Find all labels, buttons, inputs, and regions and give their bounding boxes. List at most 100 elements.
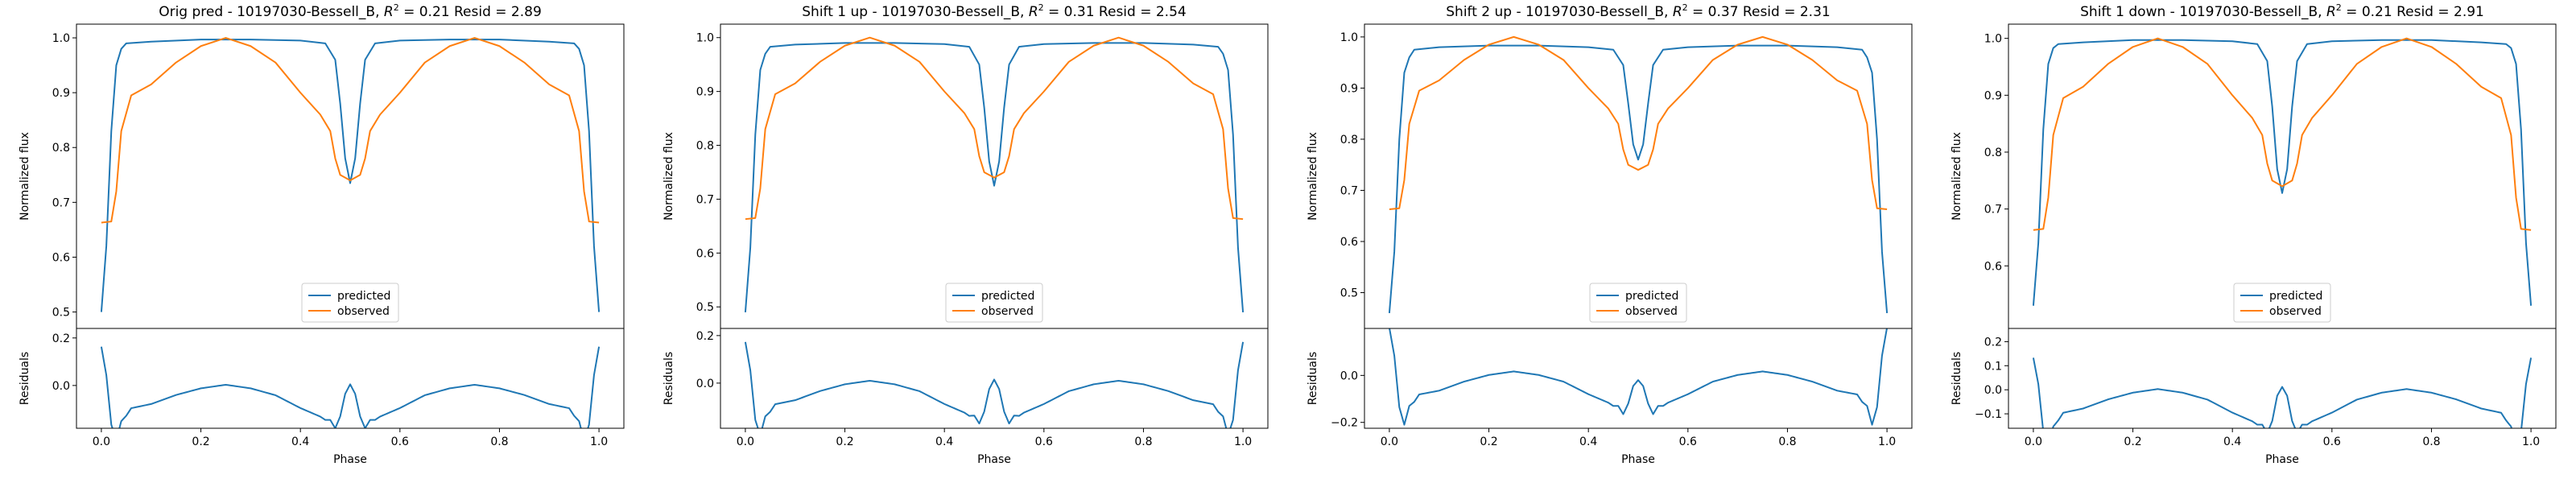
y-axis-label-bottom: Residuals bbox=[19, 352, 31, 405]
y-axis-label-top: Normalized flux bbox=[663, 132, 675, 221]
legend: predicted observed bbox=[945, 283, 1043, 323]
xtick-label: 0.2 bbox=[1480, 436, 1497, 448]
ytick-label-bottom: −0.1 bbox=[1975, 408, 2002, 421]
title-r-symbol: R bbox=[1673, 4, 1682, 20]
title-suffix: = 0.21 Resid = 2.91 bbox=[2342, 4, 2484, 20]
residuals-line bbox=[100, 346, 601, 428]
ytick-label-top: 1.0 bbox=[696, 32, 714, 45]
ytick-label-top: 0.7 bbox=[1984, 204, 2002, 217]
chart-title: Shift 1 up - 10197030-Bessell_B, R2 = 0.… bbox=[802, 2, 1186, 20]
residuals-line bbox=[1389, 328, 1888, 426]
xtick-label: 0.0 bbox=[2025, 436, 2042, 448]
xtick-label: 0.2 bbox=[836, 436, 853, 448]
title-suffix: = 0.31 Resid = 2.54 bbox=[1044, 4, 1187, 20]
y-axis-label-top: Normalized flux bbox=[1307, 132, 1319, 221]
ytick-label-bottom: 0.0 bbox=[696, 378, 714, 390]
ytick-label-bottom: −0.2 bbox=[1331, 417, 1358, 430]
ytick-label-top: 0.8 bbox=[1984, 147, 2002, 159]
x-axis-label: Phase bbox=[977, 453, 1011, 466]
ytick-label-top: 0.9 bbox=[52, 87, 70, 100]
series-line-predicted bbox=[100, 39, 601, 312]
title-r-superscript: 2 bbox=[394, 2, 399, 13]
ytick-label-bottom: 0.2 bbox=[1984, 336, 2002, 349]
ytick-label-bottom: 0.0 bbox=[1340, 369, 1358, 382]
series-line-predicted bbox=[1388, 44, 1889, 314]
ytick-label-bottom: 0.2 bbox=[696, 330, 714, 343]
legend-label-observed: observed bbox=[1625, 305, 1678, 318]
title-r-symbol: R bbox=[2326, 4, 2336, 20]
x-axis-label: Phase bbox=[2265, 453, 2299, 466]
xtick-label: 0.2 bbox=[192, 436, 209, 448]
xtick-label: 1.0 bbox=[1234, 436, 1252, 448]
x-axis-label: Phase bbox=[1621, 453, 1655, 466]
series-line-observed bbox=[1389, 35, 1888, 210]
xtick-label: 0.8 bbox=[1778, 436, 1796, 448]
ytick-label-top: 0.5 bbox=[696, 301, 714, 314]
title-suffix: = 0.37 Resid = 2.31 bbox=[1688, 4, 1831, 20]
legend-label-predicted: predicted bbox=[337, 290, 390, 303]
residuals-line bbox=[744, 341, 1245, 428]
xtick-label: 0.0 bbox=[737, 436, 754, 448]
axes-frame-top bbox=[720, 23, 1269, 329]
legend: predicted observed bbox=[2233, 283, 2331, 323]
title-prefix: Shift 2 up - 10197030-Bessell_B, bbox=[1446, 4, 1673, 20]
series-line-observed bbox=[745, 36, 1244, 221]
ytick-label-top: 0.8 bbox=[52, 142, 70, 155]
xtick-label: 0.0 bbox=[1381, 436, 1398, 448]
xtick-label: 0.4 bbox=[1579, 436, 1597, 448]
legend-label-predicted: predicted bbox=[2269, 290, 2322, 303]
chart-title: Shift 1 down - 10197030-Bessell_B, R2 = … bbox=[2080, 2, 2484, 20]
axes-frame-bottom bbox=[76, 328, 625, 429]
ytick-label-top: 0.9 bbox=[696, 86, 714, 99]
ytick-label-top: 0.9 bbox=[1984, 89, 2002, 102]
y-axis-label-bottom: Residuals bbox=[663, 352, 675, 405]
ytick-label-top: 0.7 bbox=[1340, 184, 1358, 197]
legend-box bbox=[2233, 283, 2331, 323]
chart-title: Shift 2 up - 10197030-Bessell_B, R2 = 0.… bbox=[1446, 2, 1830, 20]
y-axis-label-top: Normalized flux bbox=[1951, 132, 1963, 221]
subplot-1: Orig pred - 10197030-Bessell_B, R2 = 0.2… bbox=[19, 2, 625, 466]
legend-label-observed: observed bbox=[337, 305, 390, 318]
title-r-symbol: R bbox=[384, 4, 394, 20]
ytick-label-top: 0.7 bbox=[52, 196, 70, 209]
legend-label-observed: observed bbox=[981, 305, 1034, 318]
legend-label-predicted: predicted bbox=[1625, 290, 1678, 303]
legend-label-observed: observed bbox=[2269, 305, 2322, 318]
residuals-line bbox=[2032, 357, 2533, 428]
title-r-symbol: R bbox=[1029, 4, 1038, 20]
ytick-label-top: 0.8 bbox=[696, 140, 714, 153]
axes-frame-top bbox=[76, 23, 625, 329]
subplot-4: Shift 1 down - 10197030-Bessell_B, R2 = … bbox=[1951, 2, 2557, 466]
ytick-label-bottom: 0.2 bbox=[52, 332, 70, 345]
xtick-label: 1.0 bbox=[2522, 436, 2540, 448]
title-suffix: = 0.21 Resid = 2.89 bbox=[399, 4, 542, 20]
xtick-label: 0.6 bbox=[1679, 436, 1697, 448]
ytick-label-bottom: 0.1 bbox=[1984, 360, 2002, 373]
subplot-2: Shift 1 up - 10197030-Bessell_B, R2 = 0.… bbox=[663, 2, 1269, 466]
xtick-label: 0.4 bbox=[291, 436, 309, 448]
ytick-label-top: 0.9 bbox=[1340, 82, 1358, 95]
title-r-superscript: 2 bbox=[1038, 2, 1044, 13]
series-line-observed bbox=[101, 37, 600, 224]
axes-frame-top bbox=[1364, 23, 1913, 329]
title-prefix: Shift 1 up - 10197030-Bessell_B, bbox=[802, 4, 1029, 20]
series-line-predicted bbox=[744, 42, 1245, 313]
y-axis-label-bottom: Residuals bbox=[1951, 352, 1963, 405]
chart-title: Orig pred - 10197030-Bessell_B, R2 = 0.2… bbox=[159, 2, 542, 20]
legend-box bbox=[945, 283, 1043, 323]
xtick-label: 0.4 bbox=[2223, 436, 2241, 448]
legend: predicted observed bbox=[301, 283, 399, 323]
ytick-label-top: 0.6 bbox=[1984, 260, 2002, 273]
axes-frame-bottom bbox=[1364, 328, 1913, 429]
series-line-predicted bbox=[2032, 39, 2533, 306]
ytick-label-top: 1.0 bbox=[1984, 33, 2002, 46]
legend-box bbox=[1589, 283, 1687, 323]
y-axis-label-top: Normalized flux bbox=[19, 132, 31, 221]
ytick-label-top: 0.7 bbox=[696, 193, 714, 206]
subplot-3: Shift 2 up - 10197030-Bessell_B, R2 = 0.… bbox=[1307, 2, 1913, 466]
legend-label-predicted: predicted bbox=[981, 290, 1034, 303]
title-r-superscript: 2 bbox=[2336, 2, 2342, 13]
axes-frame-top bbox=[2008, 23, 2557, 329]
title-prefix: Shift 1 down - 10197030-Bessell_B, bbox=[2080, 4, 2326, 20]
